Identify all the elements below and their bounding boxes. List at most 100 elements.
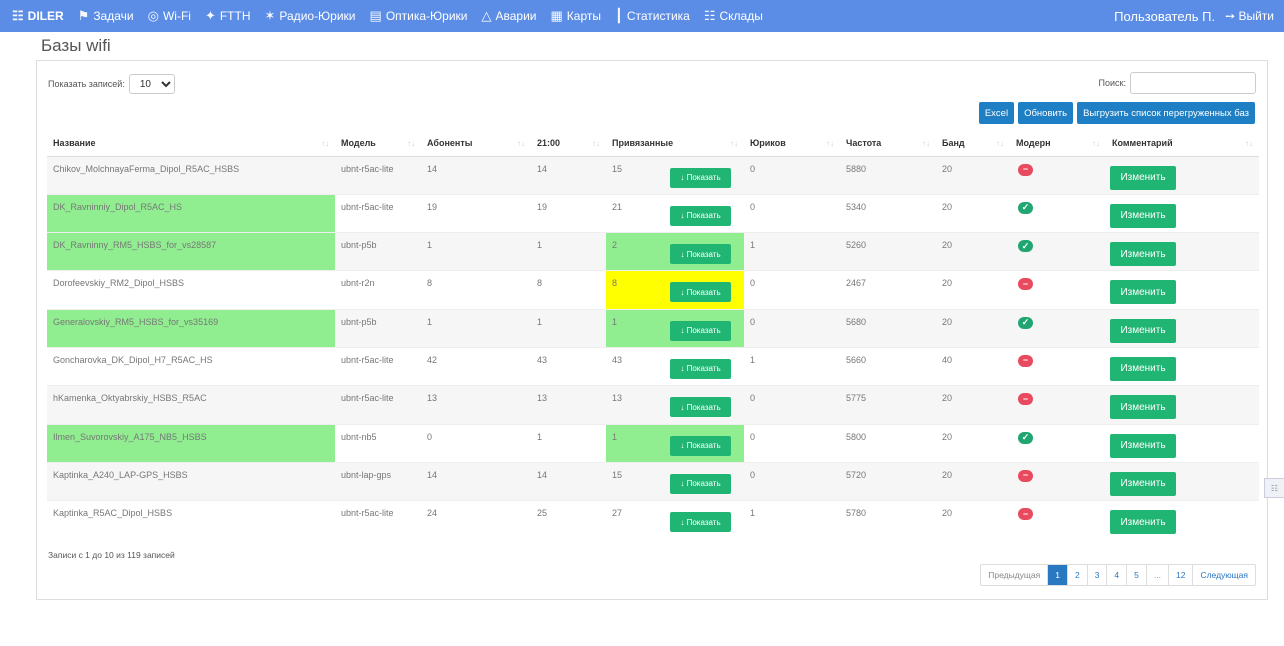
- cell-frequency: 5660: [840, 346, 936, 386]
- nav-item-incidents[interactable]: △ Аварии: [474, 0, 543, 32]
- pager-page[interactable]: 1: [1047, 565, 1067, 585]
- edit-button[interactable]: Изменить: [1110, 165, 1176, 190]
- top-navbar: ☷ DILER ⚑ Задачи ◎ Wi-Fi ✦ FTTH ✶ Радио-…: [0, 0, 1284, 32]
- nav-item-maps[interactable]: ▦ Карты: [543, 0, 608, 32]
- arrow-down-icon: ↓: [680, 173, 685, 182]
- cell-bound: 13 ↓ Показать: [606, 385, 744, 425]
- cell-subscribers: 1: [421, 308, 531, 348]
- cell-bound: 1 ↓ Показать: [606, 423, 744, 463]
- arrow-down-icon: ↓: [680, 441, 685, 451]
- cell-frequency: 5800: [840, 423, 936, 463]
- col-header-bound[interactable]: Привязанные ↑↓: [606, 131, 744, 157]
- table-header-row: Название ↑↓ Модель ↑↓ Абоненты ↑↓ 21:00 ↑↓ П…: [47, 131, 1259, 157]
- pager-page[interactable]: 5: [1126, 565, 1146, 585]
- cell-model: ubnt-r5ac-lite: [335, 385, 421, 425]
- fire-icon: △: [481, 8, 492, 23]
- cell-comment: Изменить: [1106, 270, 1259, 310]
- show-button[interactable]: ↓ Показать: [670, 358, 731, 379]
- brand-link[interactable]: ☷ DILER: [0, 0, 71, 32]
- cell-legal: 0: [744, 193, 840, 233]
- cell-time: 1: [531, 308, 606, 348]
- pager-prev[interactable]: Предыдущая: [988, 570, 1041, 580]
- cell-subscribers: 13: [421, 385, 531, 425]
- nav-item-warehouses[interactable]: ☷ Склады: [697, 0, 770, 32]
- cell-name: DK_Ravninny_RM5_HSBS_for_vs28587: [47, 232, 335, 271]
- show-button[interactable]: ↓ Показать: [670, 435, 731, 456]
- col-header-band[interactable]: Банд ↑↓: [936, 131, 1010, 157]
- cell-time: 25: [531, 500, 606, 539]
- col-header-time[interactable]: 21:00 ↑↓: [531, 131, 606, 157]
- nav-item-ftth[interactable]: ✦ FTTH: [198, 0, 258, 32]
- edit-button[interactable]: Изменить: [1110, 433, 1176, 458]
- cell-model: ubnt-nb5: [335, 423, 421, 463]
- edit-button[interactable]: Изменить: [1110, 395, 1176, 420]
- check-circle-icon: ✓: [1018, 201, 1033, 214]
- show-button[interactable]: ↓ Показать: [670, 205, 731, 226]
- cell-time: 43: [531, 346, 606, 386]
- cell-legal: 0: [744, 308, 840, 348]
- pager-page[interactable]: 3: [1086, 565, 1107, 585]
- datatable-panel: Показать записей: 10 Поиск: Excel Обнови…: [36, 60, 1268, 600]
- user-name-link[interactable]: Пользователь П.: [1114, 8, 1216, 24]
- nav-item-radio[interactable]: ✶ Радио-Юрики: [258, 0, 363, 32]
- pager-page[interactable]: 4: [1106, 565, 1126, 585]
- col-header-modern[interactable]: Модерн ↑↓: [1010, 131, 1106, 157]
- minus-circle-icon: −: [1018, 469, 1033, 482]
- show-button[interactable]: ↓ Показать: [670, 512, 731, 533]
- col-header-subscribers[interactable]: Абоненты ↑↓: [421, 131, 531, 157]
- cell-frequency: 5880: [840, 155, 936, 195]
- show-button[interactable]: ↓ Показать: [670, 244, 731, 265]
- cell-legal: 1: [744, 346, 840, 386]
- pager-next[interactable]: Следующая: [1192, 565, 1255, 585]
- edit-button[interactable]: Изменить: [1110, 242, 1176, 267]
- page-title: Базы wifi: [41, 36, 111, 55]
- show-button[interactable]: ↓ Показать: [670, 473, 731, 494]
- nav-item-label: Карты: [566, 9, 601, 23]
- arrow-down-icon: ↓: [680, 479, 685, 489]
- col-header-frequency[interactable]: Частота ↑↓: [840, 131, 936, 157]
- cell-time: 13: [531, 385, 606, 425]
- show-button[interactable]: ↓ Показать: [670, 320, 731, 341]
- edit-button[interactable]: Изменить: [1110, 471, 1176, 496]
- nav-item-stats[interactable]: ┃ Статистика: [608, 0, 697, 32]
- minus-circle-icon: −: [1018, 278, 1033, 291]
- search-input[interactable]: [1130, 72, 1256, 94]
- nav-item-label: FTTH: [219, 9, 251, 23]
- excel-button[interactable]: Excel: [978, 102, 1015, 124]
- edit-button[interactable]: Изменить: [1110, 203, 1176, 228]
- cell-modern: −: [1010, 500, 1106, 539]
- nav-item-wifi[interactable]: ◎ Wi-Fi: [141, 0, 198, 32]
- cell-frequency: 5340: [840, 193, 936, 233]
- cell-comment: Изменить: [1106, 385, 1259, 425]
- cell-bound: 21 ↓ Показать: [606, 193, 744, 233]
- col-header-comment[interactable]: Комментарий ↑↓: [1106, 131, 1259, 157]
- show-button[interactable]: ↓ Показать: [670, 397, 731, 418]
- logout-link[interactable]: ➙ Выйти: [1225, 9, 1284, 23]
- cell-bound: 15 ↓ Показать: [606, 155, 744, 195]
- show-button[interactable]: ↓ Показать: [670, 167, 731, 188]
- bound-count: 13: [612, 393, 623, 404]
- pager-page[interactable]: 12: [1167, 565, 1192, 585]
- edit-button[interactable]: Изменить: [1110, 318, 1176, 343]
- show-button[interactable]: ↓ Показать: [670, 282, 731, 303]
- sort-icon: ↑↓: [592, 139, 600, 148]
- nav-item-tasks[interactable]: ⚑ Задачи: [71, 0, 141, 32]
- pager-page[interactable]: 2: [1066, 565, 1087, 585]
- side-widget-icon[interactable]: ☷: [1264, 478, 1284, 498]
- export-overloaded-button[interactable]: Выгрузить список перегруженных баз: [1077, 102, 1255, 124]
- col-header-model[interactable]: Модель ↑↓: [335, 131, 421, 157]
- cell-name: Chikov_MolchnayaFerma_Dipol_R5AC_HSBS: [47, 155, 335, 195]
- nav-item-optics[interactable]: ▤ Оптика-Юрики: [363, 0, 475, 32]
- refresh-button[interactable]: Обновить: [1018, 102, 1074, 124]
- edit-button[interactable]: Изменить: [1110, 280, 1176, 305]
- edit-button[interactable]: Изменить: [1110, 356, 1176, 381]
- cell-time: 1: [531, 423, 606, 463]
- col-header-legal[interactable]: Юриков ↑↓: [744, 131, 840, 157]
- col-header-name[interactable]: Название ↑↓: [47, 131, 335, 157]
- page-length-select[interactable]: 10: [128, 74, 175, 94]
- edit-button[interactable]: Изменить: [1110, 510, 1176, 535]
- bound-count: 8: [612, 278, 618, 289]
- cell-comment: Изменить: [1106, 232, 1259, 271]
- cell-time: 1: [531, 232, 606, 271]
